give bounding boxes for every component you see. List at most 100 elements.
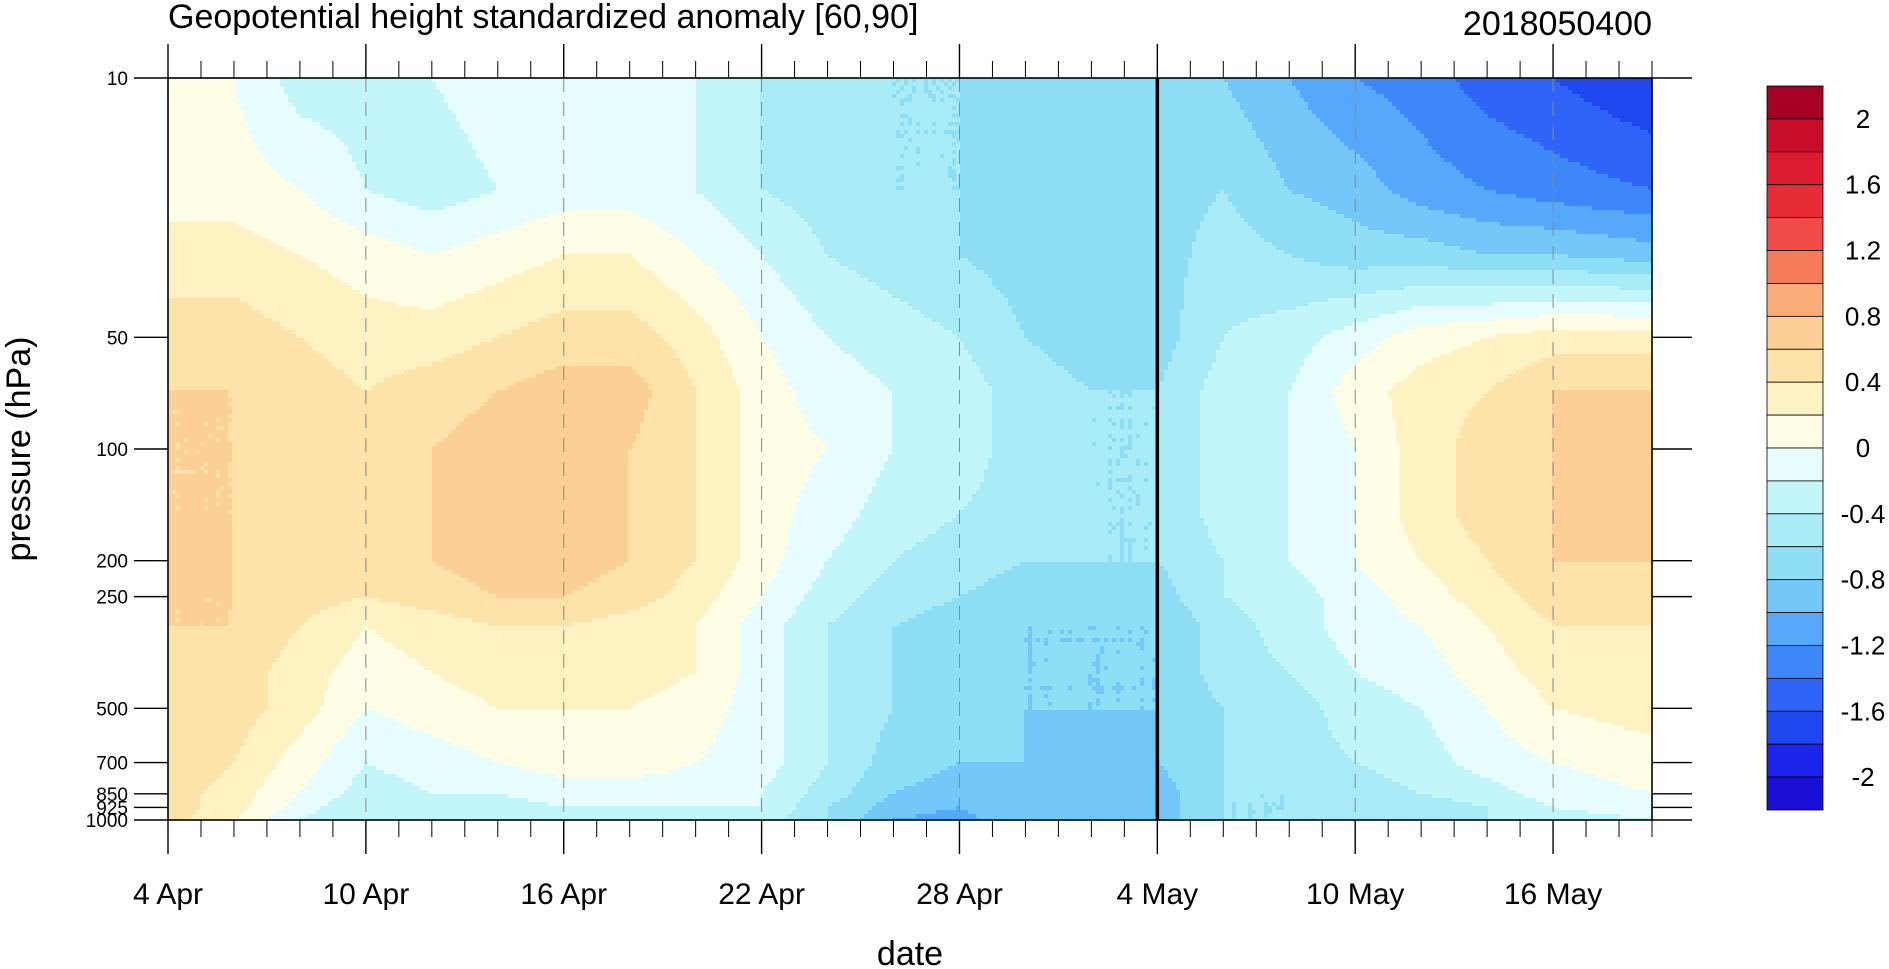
contour-cell [1116, 626, 1121, 631]
contour-cell [320, 806, 797, 811]
contour-cell [880, 734, 1025, 739]
contour-cell [556, 366, 633, 371]
contour-cell [712, 330, 761, 335]
contour-cell [736, 686, 785, 691]
contour-cell [828, 706, 893, 711]
contour-cell [812, 318, 933, 323]
contour-cell [168, 598, 205, 603]
contour-cell [284, 646, 353, 651]
contour-cell [696, 150, 761, 155]
contour-cell [168, 754, 237, 759]
contour-cell [168, 466, 177, 471]
contour-cell [1024, 722, 1157, 727]
contour-cell [1516, 370, 1652, 375]
contour-cell [1092, 706, 1141, 711]
contour-cell [328, 270, 525, 275]
contour-cell [760, 794, 805, 799]
contour-cell [628, 514, 697, 519]
contour-cell [1264, 802, 1269, 807]
contour-cell [1156, 738, 1225, 743]
contour-cell [488, 234, 673, 239]
contour-cell [1288, 462, 1357, 467]
contour-cell [712, 602, 757, 607]
contour-cell [1140, 626, 1145, 631]
contour-cell [232, 454, 433, 459]
contour-cell [1428, 138, 1533, 143]
contour-cell [780, 366, 865, 371]
contour-cell [228, 462, 433, 467]
contour-cell [1252, 618, 1325, 623]
contour-cell [892, 630, 1029, 635]
contour-cell [684, 570, 733, 575]
contour-cell [1436, 150, 1553, 155]
contour-cell [1124, 402, 1201, 407]
contour-cell [1648, 186, 1652, 191]
contour-cell [1580, 162, 1652, 167]
contour-cell [928, 534, 1121, 539]
contour-cell [640, 262, 705, 267]
contour-cell [760, 90, 897, 95]
contour-cell [304, 190, 373, 195]
contour-cell [1396, 434, 1461, 439]
contour-cell [1252, 802, 1265, 807]
contour-cell [828, 710, 893, 715]
contour-cell [720, 590, 765, 595]
contour-cell [1140, 462, 1145, 467]
contour-cell [696, 110, 761, 115]
contour-cell [228, 426, 457, 431]
contour-cell [1472, 802, 1545, 807]
contour-cell [912, 546, 1121, 551]
contour-cell [1324, 610, 1401, 615]
contour-cell [256, 794, 297, 799]
contour-cell [168, 602, 217, 607]
contour-cell [1124, 638, 1129, 643]
contour-cell [1480, 698, 1545, 703]
contour-cell [1200, 658, 1277, 663]
contour-cell [1356, 474, 1401, 479]
contour-cell [168, 534, 233, 539]
contour-cell [784, 762, 829, 767]
contour-cell [1552, 478, 1652, 483]
contour-cell [204, 790, 257, 795]
contour-cell [232, 598, 353, 603]
contour-cell [1156, 742, 1225, 747]
contour-cell [1268, 802, 1273, 807]
contour-cell [616, 566, 689, 571]
contour-cell [1044, 642, 1049, 647]
contour-cell [168, 194, 309, 199]
contour-cell [452, 570, 609, 575]
contour-cell [512, 330, 657, 335]
contour-cell [1224, 570, 1301, 575]
contour-cell [168, 414, 229, 419]
contour-cell [784, 722, 829, 727]
contour-cell [1180, 790, 1225, 795]
contour-cell [952, 150, 957, 155]
contour-cell [992, 422, 1113, 427]
contour-cell [1180, 810, 1225, 815]
contour-cell [732, 694, 785, 699]
contour-cell [696, 158, 761, 163]
contour-cell [232, 542, 433, 547]
contour-cell [1308, 354, 1365, 359]
colorbar-box [1766, 315, 1824, 350]
colorbar-box [1766, 710, 1824, 745]
contour-cell [1264, 794, 1281, 799]
contour-cell [432, 454, 629, 459]
contour-cell [760, 802, 797, 807]
contour-cell [1540, 754, 1652, 759]
contour-cell [1464, 90, 1573, 95]
contour-cell [412, 246, 453, 251]
contour-cell [1112, 458, 1117, 463]
contour-cell [376, 630, 697, 635]
contour-cell [220, 486, 225, 491]
contour-cell [1124, 522, 1129, 527]
contour-cell [328, 754, 481, 759]
contour-cell [168, 118, 245, 123]
contour-cell [1392, 598, 1457, 603]
contour-cell [1244, 218, 1353, 223]
contour-cell [1200, 458, 1289, 463]
contour-cell [1340, 414, 1393, 419]
contour-cell [168, 86, 237, 91]
contour-cell [1552, 498, 1652, 503]
contour-cell [936, 122, 949, 127]
